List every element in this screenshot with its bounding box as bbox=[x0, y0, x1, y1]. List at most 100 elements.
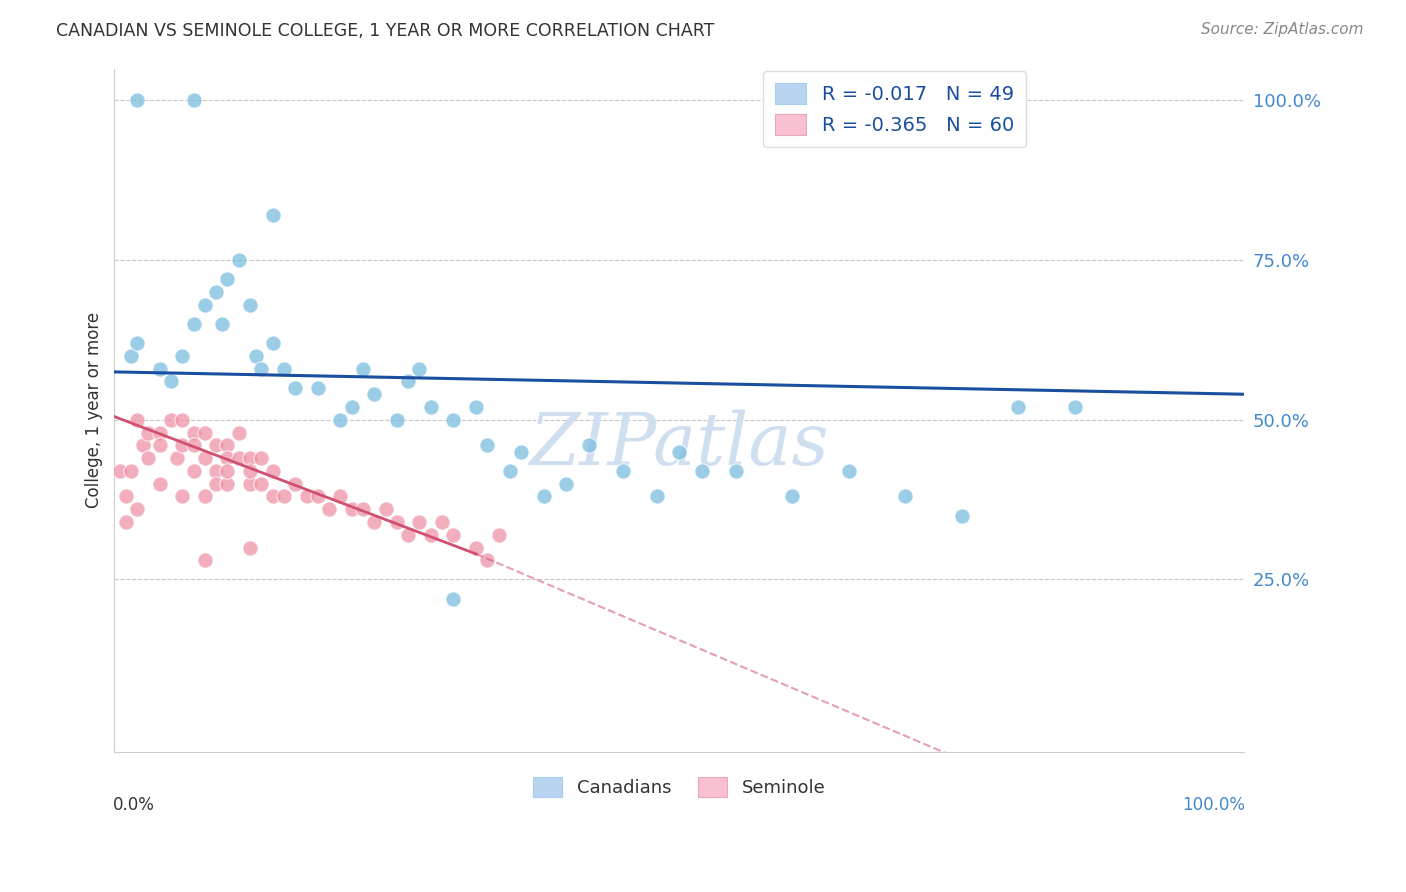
Point bbox=[183, 317, 205, 331]
Legend: Canadians, Seminole: Canadians, Seminole bbox=[526, 770, 832, 805]
Point bbox=[262, 464, 284, 478]
Point bbox=[205, 438, 228, 452]
Point bbox=[352, 502, 374, 516]
Point bbox=[385, 515, 408, 529]
Point bbox=[668, 444, 690, 458]
Point bbox=[419, 528, 441, 542]
Point bbox=[120, 349, 142, 363]
Point bbox=[114, 515, 136, 529]
Point bbox=[108, 464, 131, 478]
Point bbox=[262, 209, 284, 223]
Point bbox=[183, 438, 205, 452]
Point bbox=[239, 476, 262, 491]
Point bbox=[465, 400, 488, 414]
Point bbox=[172, 413, 194, 427]
Point bbox=[284, 381, 307, 395]
Point bbox=[239, 451, 262, 466]
Point bbox=[217, 464, 239, 478]
Point bbox=[149, 361, 172, 376]
Point bbox=[166, 451, 188, 466]
Point bbox=[172, 438, 194, 452]
Point bbox=[217, 438, 239, 452]
Point bbox=[318, 502, 340, 516]
Point bbox=[284, 476, 307, 491]
Point bbox=[125, 94, 148, 108]
Point bbox=[136, 425, 159, 440]
Point bbox=[217, 476, 239, 491]
Point bbox=[488, 528, 510, 542]
Point bbox=[782, 490, 804, 504]
Text: Source: ZipAtlas.com: Source: ZipAtlas.com bbox=[1201, 22, 1364, 37]
Point bbox=[194, 298, 217, 312]
Point bbox=[262, 490, 284, 504]
Point bbox=[125, 502, 148, 516]
Point bbox=[239, 298, 262, 312]
Point bbox=[307, 381, 329, 395]
Point bbox=[250, 361, 273, 376]
Point bbox=[533, 490, 555, 504]
Point bbox=[120, 464, 142, 478]
Point bbox=[125, 336, 148, 351]
Text: 0.0%: 0.0% bbox=[114, 797, 155, 814]
Point bbox=[363, 387, 385, 401]
Point bbox=[374, 502, 396, 516]
Point bbox=[160, 413, 183, 427]
Point bbox=[239, 464, 262, 478]
Point bbox=[724, 464, 747, 478]
Point bbox=[211, 317, 233, 331]
Text: CANADIAN VS SEMINOLE COLLEGE, 1 YEAR OR MORE CORRELATION CHART: CANADIAN VS SEMINOLE COLLEGE, 1 YEAR OR … bbox=[56, 22, 714, 40]
Point bbox=[465, 541, 488, 555]
Point bbox=[262, 336, 284, 351]
Point bbox=[250, 451, 273, 466]
Point bbox=[228, 425, 250, 440]
Point bbox=[690, 464, 713, 478]
Point bbox=[149, 425, 172, 440]
Point bbox=[183, 464, 205, 478]
Point bbox=[441, 528, 464, 542]
Point bbox=[194, 553, 217, 567]
Point bbox=[194, 490, 217, 504]
Point bbox=[217, 272, 239, 286]
Point bbox=[477, 438, 499, 452]
Point bbox=[329, 413, 352, 427]
Point bbox=[340, 502, 363, 516]
Point bbox=[385, 413, 408, 427]
Point bbox=[295, 490, 318, 504]
Point bbox=[205, 285, 228, 299]
Point bbox=[273, 361, 295, 376]
Point bbox=[441, 591, 464, 606]
Point bbox=[430, 515, 453, 529]
Point bbox=[131, 438, 153, 452]
Point bbox=[239, 541, 262, 555]
Point bbox=[194, 425, 217, 440]
Point bbox=[408, 361, 430, 376]
Point bbox=[578, 438, 600, 452]
Point bbox=[125, 413, 148, 427]
Point bbox=[205, 464, 228, 478]
Point bbox=[160, 375, 183, 389]
Point bbox=[950, 508, 973, 523]
Point bbox=[114, 490, 136, 504]
Point bbox=[1063, 400, 1085, 414]
Point bbox=[273, 490, 295, 504]
Point bbox=[307, 490, 329, 504]
Point bbox=[228, 253, 250, 268]
Point bbox=[441, 413, 464, 427]
Point bbox=[645, 490, 668, 504]
Point bbox=[340, 400, 363, 414]
Point bbox=[419, 400, 441, 414]
Point bbox=[612, 464, 634, 478]
Point bbox=[183, 94, 205, 108]
Point bbox=[245, 349, 267, 363]
Point bbox=[136, 451, 159, 466]
Point bbox=[352, 361, 374, 376]
Point bbox=[555, 476, 578, 491]
Point bbox=[149, 438, 172, 452]
Point bbox=[194, 451, 217, 466]
Point bbox=[363, 515, 385, 529]
Text: 100.0%: 100.0% bbox=[1182, 797, 1246, 814]
Point bbox=[1007, 400, 1029, 414]
Point bbox=[250, 476, 273, 491]
Point bbox=[477, 553, 499, 567]
Y-axis label: College, 1 year or more: College, 1 year or more bbox=[86, 312, 103, 508]
